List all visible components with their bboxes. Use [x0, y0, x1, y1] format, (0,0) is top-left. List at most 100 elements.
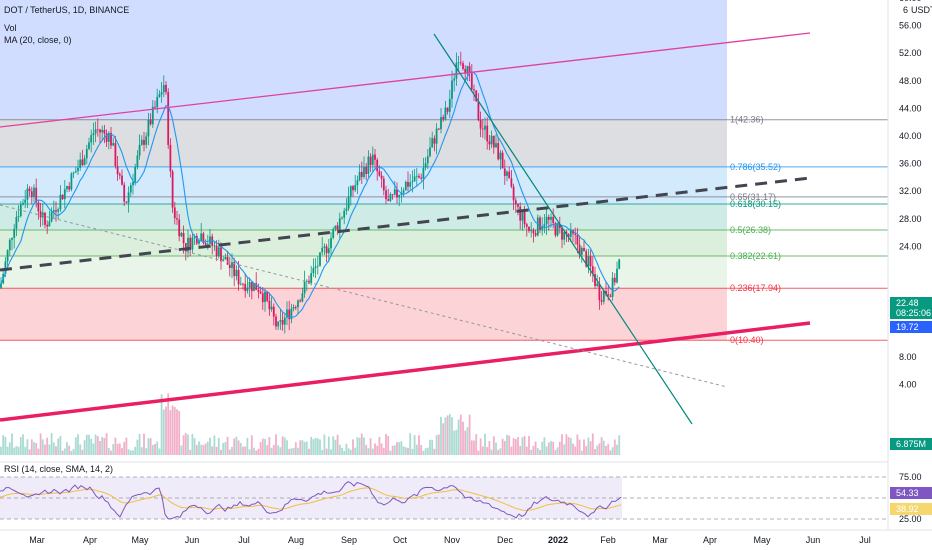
- volume-bar: [543, 437, 546, 455]
- candle-body: [437, 128, 440, 130]
- volume-bar: [92, 443, 95, 455]
- volume-bar: [222, 442, 225, 455]
- fib-zone: [0, 288, 727, 341]
- price-tick: 56.00: [899, 21, 922, 31]
- volume-bar: [310, 436, 313, 455]
- volume-bar: [338, 444, 341, 455]
- candle-body: [466, 66, 469, 74]
- candle-body: [422, 167, 425, 179]
- volume-bar: [123, 441, 126, 455]
- rsi-legend[interactable]: RSI (14, close, SMA, 14, 2): [4, 464, 113, 474]
- volume-legend[interactable]: Vol: [4, 23, 17, 33]
- candle-body: [90, 135, 93, 143]
- volume-bar: [217, 437, 220, 455]
- candle-body: [385, 190, 387, 200]
- time-label: May: [131, 535, 149, 545]
- time-label: Feb: [600, 535, 616, 545]
- descending-trendline[interactable]: [433, 33, 693, 425]
- candle-body: [455, 62, 458, 79]
- candle-body: [446, 107, 449, 112]
- candle-body: [268, 300, 271, 310]
- candle-body: [349, 186, 352, 197]
- volume-bar: [0, 446, 2, 455]
- candle-body: [473, 89, 475, 91]
- dashed-midline[interactable]: [0, 176, 811, 272]
- volume-bar: [468, 414, 471, 455]
- candle-body: [266, 291, 269, 301]
- candle-body: [426, 156, 429, 164]
- volume-bar: [2, 435, 5, 455]
- candle-body: [334, 225, 337, 230]
- price-tick: 52.00: [899, 48, 922, 58]
- candle-body: [162, 84, 165, 93]
- volume-bar: [299, 440, 302, 455]
- candle-body: [486, 125, 489, 142]
- candle-body: [534, 233, 537, 236]
- candle-body: [528, 226, 530, 232]
- candle-body: [74, 171, 77, 173]
- volume-bar: [105, 433, 108, 455]
- time-axis[interactable]: Mar Apr May Jun Jul Aug Sep Oct Nov Dec 2022 Feb Mar…: [29, 535, 871, 545]
- candle-body: [365, 166, 368, 174]
- volume-bar: [6, 446, 9, 455]
- volume-bar: [541, 441, 544, 455]
- volume-bar: [94, 434, 97, 455]
- candle-body: [85, 148, 88, 159]
- candle-body: [519, 206, 522, 221]
- support-trendline[interactable]: [0, 321, 811, 422]
- candle-body: [24, 199, 27, 203]
- candle-body: [303, 281, 306, 294]
- candle-body: [138, 144, 141, 156]
- volume-bar: [594, 449, 596, 455]
- volume-bar: [376, 445, 379, 455]
- fib-labels: 1.618(62.11)1(42.36)0.786(35.52)0.65(31.…: [730, 115, 781, 346]
- upper-channel-line[interactable]: [0, 32, 811, 128]
- candle-body: [376, 159, 379, 172]
- candle-body: [609, 295, 612, 297]
- volume-tag-bg: [890, 438, 932, 450]
- candle-body: [233, 262, 236, 277]
- candle-body: [358, 171, 361, 181]
- volume-bar: [268, 437, 271, 455]
- candle-body: [292, 307, 295, 309]
- volume-bar: [545, 446, 548, 455]
- dotted-trendline[interactable]: [0, 204, 728, 388]
- candle-body: [8, 239, 11, 251]
- candle-body: [523, 211, 526, 225]
- volume-bar: [167, 393, 170, 455]
- trendlines[interactable]: [0, 32, 811, 425]
- candle-body: [28, 188, 31, 192]
- candle-body: [598, 283, 601, 301]
- candle-body: [206, 243, 209, 245]
- rsi-value-tag-bg: [890, 487, 932, 499]
- volume-bar: [250, 435, 253, 455]
- volume-bar: [404, 447, 407, 455]
- symbol-title[interactable]: DOT / TetherUS, 1D, BINANCE: [4, 5, 129, 15]
- time-label: Jul: [238, 535, 250, 545]
- candle-body: [39, 211, 42, 218]
- volume-bar: [180, 445, 183, 455]
- volume-bar: [580, 450, 583, 455]
- time-label: Oct: [393, 535, 408, 545]
- candle-body: [371, 154, 374, 165]
- candle-body: [70, 173, 73, 190]
- candle-body: [453, 78, 456, 81]
- candle-body: [574, 233, 577, 235]
- volume-bar: [305, 441, 308, 455]
- time-label: Mar: [652, 535, 668, 545]
- volume-bar: [565, 434, 568, 455]
- candle-body: [613, 277, 616, 283]
- volume-bar: [492, 436, 495, 455]
- volume-bar: [211, 446, 214, 455]
- candle-body: [616, 268, 618, 283]
- ma-legend[interactable]: MA (20, close, 0): [4, 35, 72, 45]
- candle-body: [541, 226, 544, 230]
- volume-bar: [576, 434, 579, 455]
- volume-bar: [444, 417, 447, 455]
- candle-body: [127, 192, 130, 203]
- volume-bar: [235, 436, 238, 455]
- candle-body: [0, 283, 2, 288]
- candle-body: [275, 316, 277, 327]
- currency-label[interactable]: USDT: [911, 5, 932, 15]
